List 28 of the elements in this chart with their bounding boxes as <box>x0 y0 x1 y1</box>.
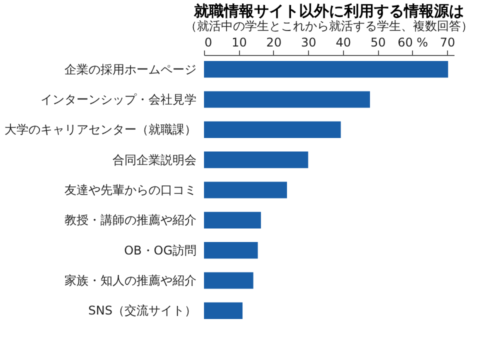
bar <box>204 242 258 259</box>
x-tick-label: 30 <box>301 36 316 50</box>
bar <box>204 212 261 228</box>
bar <box>204 272 254 289</box>
y-tick-label: SNS（交流サイト） <box>88 304 196 318</box>
y-tick-label: インターンシップ・会社見学 <box>40 92 196 106</box>
y-tick-label: 家族・知人の推薦や紹介 <box>64 274 196 288</box>
x-tick-label: 40 <box>336 36 352 50</box>
y-tick-label: 企業の採用ホームページ <box>64 62 196 76</box>
bar <box>204 121 341 138</box>
x-tick-label: 50 <box>370 36 386 50</box>
x-tick-label: 20 <box>266 36 282 50</box>
bar <box>204 152 308 168</box>
y-tick-label: 友達や先輩からの口コミ <box>64 183 196 197</box>
chart-subtitle: （就活中の学生とこれから就活する学生、複数回答） <box>185 19 473 33</box>
bar <box>204 182 287 198</box>
bar <box>204 61 448 78</box>
x-tick-label: 0 <box>204 36 212 50</box>
x-tick-label: 70 <box>440 36 456 50</box>
y-tick-label: 合同企業説明会 <box>112 152 196 167</box>
y-tick-label: OB・OG訪問 <box>124 243 196 258</box>
y-tick-label: 教授・講師の推薦や紹介 <box>64 213 196 228</box>
bar <box>204 91 370 108</box>
x-tick-label: 10 <box>232 36 247 50</box>
chart-title: 就職情報サイト以外に利用する情報源は <box>193 2 464 20</box>
y-tick-label: 大学のキャリアセンター（就職課） <box>4 122 196 137</box>
x-tick-label: 60 % <box>398 36 428 50</box>
bar <box>204 302 243 319</box>
